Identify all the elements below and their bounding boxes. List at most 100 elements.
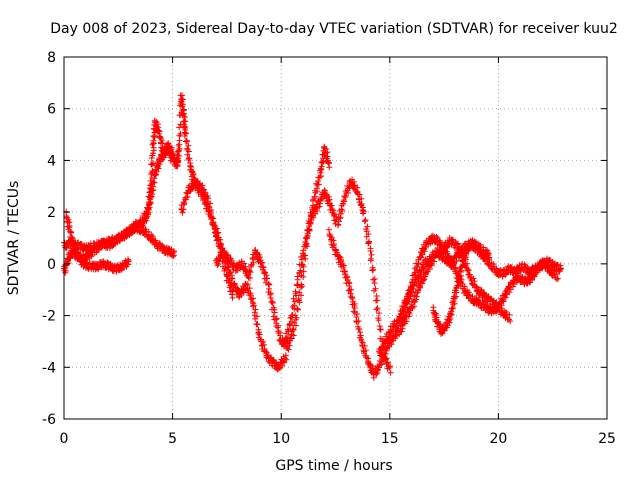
data-point <box>531 272 538 279</box>
data-point <box>293 281 300 288</box>
data-point <box>409 279 416 286</box>
data-point <box>145 205 152 212</box>
data-point <box>150 160 157 167</box>
data-point <box>296 269 303 276</box>
data-point <box>339 208 346 215</box>
data-point <box>340 201 347 208</box>
data-point <box>272 316 279 323</box>
data-point <box>333 246 340 253</box>
data-point <box>361 342 368 349</box>
data-point <box>277 329 284 336</box>
data-point <box>359 339 366 346</box>
data-point <box>324 158 331 165</box>
data-point <box>493 265 500 272</box>
data-point <box>250 303 257 310</box>
data-point <box>148 154 155 161</box>
data-point <box>313 188 320 195</box>
data-point <box>165 140 172 147</box>
data-point <box>179 209 186 216</box>
data-point <box>365 240 372 247</box>
data-point <box>283 356 290 363</box>
data-point <box>557 265 564 272</box>
data-point <box>290 295 297 302</box>
data-point <box>416 283 423 290</box>
x-tick-label: 5 <box>168 431 177 447</box>
data-point <box>443 244 450 251</box>
data-point <box>364 355 371 362</box>
data-point <box>252 306 259 313</box>
data-point <box>284 334 291 341</box>
data-point <box>150 150 157 157</box>
data-point <box>392 332 399 339</box>
data-point <box>182 130 189 137</box>
data-point <box>438 331 445 338</box>
data-point <box>294 276 301 283</box>
data-point <box>334 221 341 228</box>
data-point <box>506 311 513 318</box>
data-point <box>380 355 387 362</box>
data-point <box>373 306 380 313</box>
data-point <box>156 133 163 140</box>
data-point <box>532 271 539 278</box>
series-track-8 <box>325 226 438 381</box>
data-point <box>529 277 536 284</box>
data-point <box>321 187 328 194</box>
data-point <box>403 300 410 307</box>
data-point <box>444 250 451 257</box>
data-point <box>287 315 294 322</box>
series-track-10 <box>397 232 561 325</box>
series-track-3 <box>63 208 132 275</box>
data-point <box>281 355 288 362</box>
data-point <box>451 300 458 307</box>
data-point <box>325 226 332 233</box>
data-point <box>338 256 345 263</box>
data-point <box>362 216 369 223</box>
series-track-7 <box>282 176 394 376</box>
data-point <box>206 204 213 211</box>
data-point <box>350 308 357 315</box>
data-point <box>225 252 232 259</box>
data-point <box>300 273 307 280</box>
data-point <box>375 315 382 322</box>
data-point <box>188 166 195 173</box>
data-point <box>448 305 455 312</box>
data-point <box>143 215 150 222</box>
data-point <box>149 141 156 148</box>
data-point <box>153 168 160 175</box>
data-point <box>147 199 154 206</box>
data-point <box>246 268 253 275</box>
data-point <box>220 248 227 255</box>
x-tick-label: 15 <box>381 431 399 447</box>
data-point <box>414 289 421 296</box>
data-point <box>384 359 391 366</box>
data-point <box>437 252 444 259</box>
data-point <box>288 312 295 319</box>
data-point <box>387 363 394 370</box>
data-point <box>135 224 142 231</box>
data-points <box>61 92 564 381</box>
data-point <box>400 303 407 310</box>
data-point <box>358 195 365 202</box>
data-point <box>229 294 236 301</box>
data-point <box>379 343 386 350</box>
data-point <box>259 259 266 266</box>
data-point <box>409 276 416 283</box>
data-point <box>190 172 197 179</box>
data-point <box>215 258 222 265</box>
data-point <box>183 130 190 137</box>
data-point <box>498 297 505 304</box>
data-point <box>385 333 392 340</box>
data-point <box>127 230 134 237</box>
data-point <box>417 254 424 261</box>
data-point <box>462 256 469 263</box>
data-point <box>358 200 365 207</box>
data-point <box>253 313 260 320</box>
data-point <box>175 148 182 155</box>
data-point <box>159 151 166 158</box>
data-point <box>147 200 154 207</box>
data-point <box>125 257 132 264</box>
data-point <box>450 261 457 268</box>
chart-title: Day 008 of 2023, Sidereal Day-to-day VTE… <box>50 21 618 37</box>
data-point <box>376 310 383 317</box>
data-point <box>315 204 322 211</box>
